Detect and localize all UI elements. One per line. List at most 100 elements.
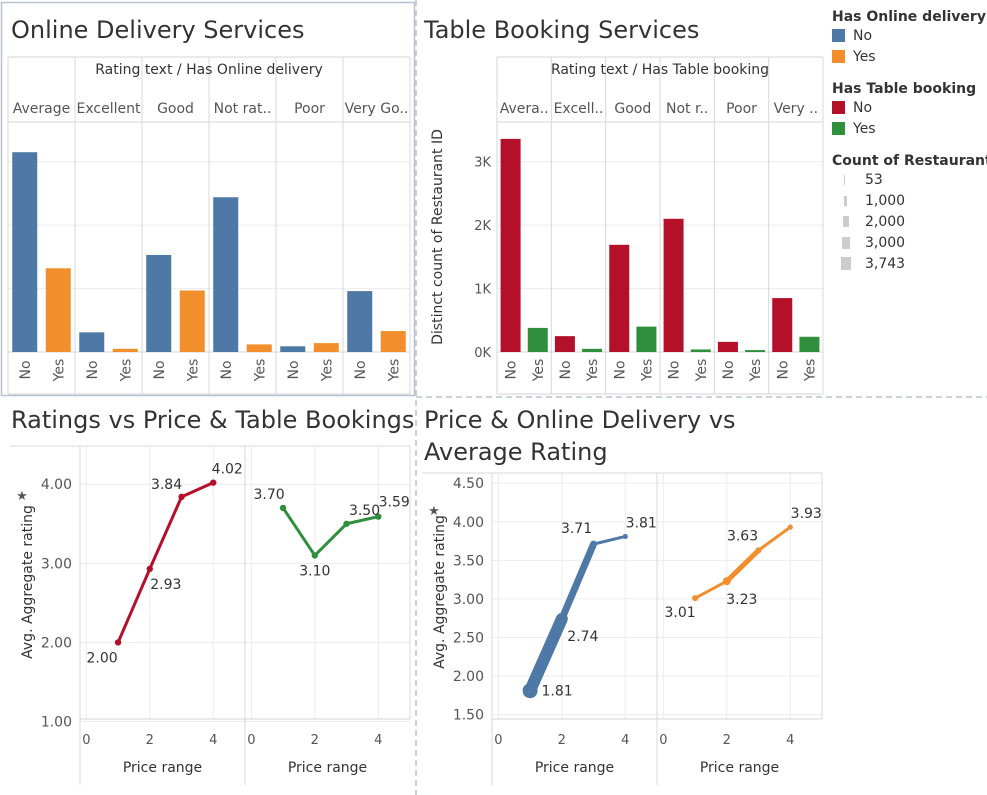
pin-icon: ★ <box>428 504 440 519</box>
subcategory-label: Yes <box>802 359 818 383</box>
category-label: Very .. <box>774 101 819 117</box>
series-segment <box>524 612 568 697</box>
series-segment <box>757 525 792 552</box>
y-tick-label: 4.00 <box>453 515 484 531</box>
legend-table-label-no: No <box>853 99 873 116</box>
bar <box>313 343 339 352</box>
legend-online-item-no[interactable]: No <box>832 25 986 46</box>
size-mark-2 <box>844 195 847 206</box>
swatch-green <box>832 122 845 135</box>
data-point <box>343 520 350 527</box>
chart-header: Rating text / Has Table booking <box>551 62 769 78</box>
bar <box>663 218 684 352</box>
subcategory-label: No <box>85 360 101 379</box>
x-tick-label: 4 <box>786 733 794 748</box>
bar <box>79 332 105 352</box>
legend-table-booking[interactable]: Has Table booking No Yes <box>832 81 976 139</box>
y-tick-label: 1.00 <box>41 715 72 731</box>
subcategory-label: Yes <box>639 359 655 383</box>
bar <box>280 346 306 352</box>
subcategory-label: No <box>775 360 791 379</box>
category-label: Avera.. <box>500 101 549 117</box>
bar <box>799 336 820 352</box>
bar <box>213 197 239 352</box>
legend-online-delivery[interactable]: Has Online delivery No Yes <box>832 9 986 67</box>
swatch-blue <box>832 29 845 42</box>
subcategory-label: Yes <box>185 359 201 383</box>
data-point <box>622 533 628 540</box>
data-point <box>787 524 793 530</box>
subcategory-label: No <box>219 360 235 379</box>
data-label: 3.59 <box>379 495 410 511</box>
bar <box>112 348 138 352</box>
data-label: 3.70 <box>253 487 284 503</box>
legend-table-item-yes[interactable]: Yes <box>832 118 976 139</box>
category-label: Excell.. <box>554 101 604 117</box>
chart-header: Rating text / Has Online delivery <box>95 62 323 78</box>
swatch-orange <box>832 50 845 63</box>
subcategory-label: Yes <box>748 359 764 383</box>
size-mark-1 <box>844 174 845 185</box>
subcategory-label: Yes <box>319 359 335 383</box>
data-label: 3.84 <box>151 477 182 493</box>
bar <box>45 268 71 352</box>
x-tick-label: 0 <box>82 733 90 748</box>
legend-table-label-yes: Yes <box>853 120 876 137</box>
chart-title-price: Price & Online Delivery vs Average Ratin… <box>424 406 736 466</box>
x-axis-title: Price range <box>700 760 779 776</box>
x-tick-label: 2 <box>311 733 319 748</box>
data-point <box>722 577 731 586</box>
swatch-red <box>832 101 845 114</box>
x-tick-label: 2 <box>723 733 731 748</box>
text-layer: Rating text / Has Online delivery Average… <box>13 62 822 776</box>
legend-count-label-3: 2,000 <box>865 213 906 230</box>
y-tick-label: 2K <box>474 219 491 234</box>
bar <box>554 336 575 352</box>
series-segment <box>592 534 627 546</box>
data-point <box>146 565 154 573</box>
subcategory-label: Yes <box>386 359 402 383</box>
pin-icon: ★ <box>16 489 28 504</box>
subcategory-label: No <box>504 360 520 379</box>
subcategory-label: Yes <box>51 359 67 383</box>
data-point <box>590 541 597 548</box>
data-point <box>311 552 319 559</box>
data-point <box>556 613 567 624</box>
category-label: Poor <box>294 101 325 117</box>
y-axis-title: Avg. Aggregate rating <box>20 505 36 659</box>
subcategory-label: Yes <box>585 359 601 383</box>
category-label: Excellent <box>77 101 141 117</box>
series-segment <box>693 579 729 600</box>
data-point <box>755 547 762 554</box>
bar <box>246 344 272 352</box>
y-tick-label: 3.00 <box>41 556 72 572</box>
category-label: Very Go.. <box>345 101 409 117</box>
chart-title-ratings: Ratings vs Price & Table Bookings <box>11 406 415 434</box>
grid-layer <box>7 56 824 785</box>
legend-count-label-2: 1,000 <box>865 192 906 209</box>
marks-layer <box>12 138 820 699</box>
bar <box>527 327 548 352</box>
legend-online-label-no: No <box>853 27 873 44</box>
legend-count-item-4: 3,000 <box>832 232 987 253</box>
data-label: 3.23 <box>726 592 757 608</box>
data-label: 3.01 <box>664 605 695 621</box>
data-point <box>210 479 217 486</box>
bar <box>347 291 373 352</box>
data-label: 3.10 <box>299 563 330 579</box>
x-tick-label: 2 <box>146 733 154 748</box>
x-tick-label: 0 <box>247 733 255 748</box>
bar <box>772 298 793 352</box>
bar <box>582 348 603 352</box>
data-label: 2.00 <box>86 650 117 666</box>
series-segment <box>724 547 762 584</box>
legend-count[interactable]: Count of Restaurant.. 53 1,000 2,000 3,0… <box>832 153 987 274</box>
series-segment <box>281 506 317 557</box>
legend-count-title: Count of Restaurant.. <box>832 153 987 169</box>
legend-online-item-yes[interactable]: Yes <box>832 46 986 67</box>
series-segment <box>345 515 380 526</box>
legend-table-item-no[interactable]: No <box>832 97 976 118</box>
legend-count-item-2: 1,000 <box>832 190 987 211</box>
bar <box>717 341 738 352</box>
